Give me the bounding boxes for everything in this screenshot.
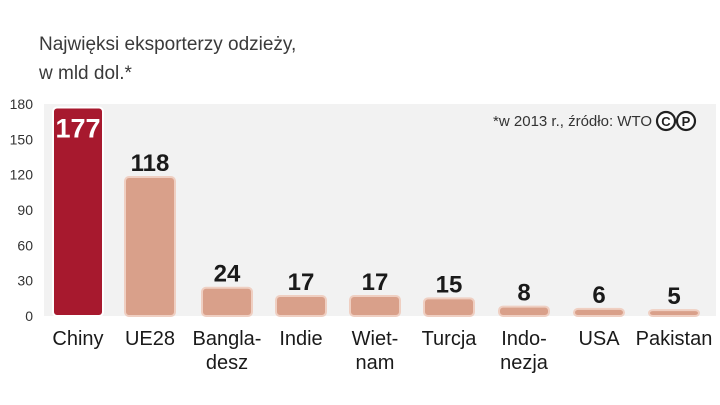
bar bbox=[201, 286, 253, 318]
x-category-label: Indo-nezja bbox=[500, 328, 549, 374]
bar bbox=[124, 176, 176, 317]
bar-value-label: 24 bbox=[214, 261, 241, 288]
bar-value-label: 17 bbox=[362, 269, 389, 296]
bar bbox=[275, 294, 327, 318]
y-tick-label: 90 bbox=[17, 202, 33, 218]
x-category-label: Bangla-desz bbox=[193, 328, 262, 374]
bar-value-label: 17 bbox=[288, 269, 315, 296]
bar bbox=[573, 307, 625, 317]
source-note-text: *w 2013 r., źródło: WTO bbox=[493, 113, 652, 130]
logo-glyph: C bbox=[661, 114, 671, 129]
bar bbox=[423, 297, 475, 318]
x-category-label: Wiet-nam bbox=[352, 328, 399, 374]
y-tick-label: 0 bbox=[25, 308, 33, 324]
bar-value-label: 118 bbox=[131, 150, 170, 177]
bar-value-label: 5 bbox=[667, 283, 680, 310]
chart-title: Najwięksi eksporterzy odzieży, w mld dol… bbox=[39, 34, 297, 84]
x-category-label: Turcja bbox=[422, 328, 478, 350]
bar-value-label: 8 bbox=[517, 280, 530, 307]
x-category-label: Chiny bbox=[52, 328, 103, 350]
bar bbox=[52, 106, 104, 317]
x-category-label: USA bbox=[578, 328, 620, 350]
x-category-label: Indie bbox=[279, 328, 322, 350]
y-tick-label: 180 bbox=[10, 96, 34, 112]
logo-circle bbox=[675, 110, 697, 132]
y-tick-label: 60 bbox=[17, 237, 33, 253]
bar-value-label: 177 bbox=[55, 114, 100, 144]
x-category-label: Pakistan bbox=[636, 328, 713, 350]
bar bbox=[648, 309, 700, 318]
logo-glyph: P bbox=[682, 114, 691, 129]
y-tick-label: 30 bbox=[17, 273, 33, 289]
x-axis-labels: Chiny UE28 Bangla-desz Indie Wiet-nam Turcja I… bbox=[52, 328, 712, 374]
bar bbox=[498, 305, 550, 318]
y-tick-label: 120 bbox=[10, 167, 34, 183]
bar-value-label: 6 bbox=[592, 282, 605, 309]
y-axis: 0 30 60 90 120 150 180 bbox=[10, 96, 34, 324]
y-tick-label: 150 bbox=[10, 131, 34, 147]
bar-value-label: 15 bbox=[436, 271, 463, 298]
bars: 177 118 24 17 17 15 8 6 5 bbox=[52, 106, 700, 318]
bar bbox=[349, 294, 401, 318]
x-category-label: UE28 bbox=[125, 328, 175, 350]
logo-circle bbox=[655, 110, 677, 132]
